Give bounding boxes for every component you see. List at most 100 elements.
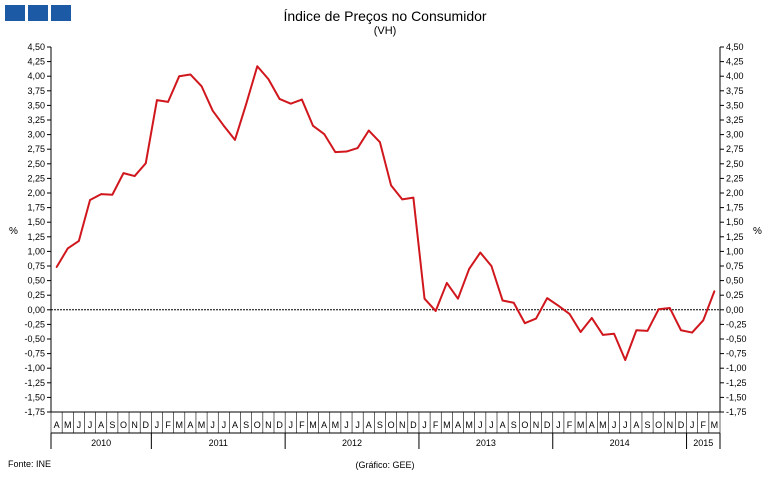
data-point [646, 330, 649, 332]
month-tick-label: D [678, 420, 685, 430]
y-tick-label-right: 3,50 [726, 100, 744, 110]
data-point [669, 307, 671, 309]
data-point [479, 251, 482, 254]
data-point [624, 359, 627, 361]
month-tick-label: M [711, 420, 719, 430]
y-tick-label-left: 1,75 [27, 203, 45, 213]
data-point [501, 299, 504, 302]
y-tick-label-left: -1,25 [24, 378, 45, 388]
data-point [635, 329, 638, 332]
data-point [156, 99, 158, 101]
data-point [535, 317, 537, 320]
data-point [423, 297, 426, 300]
data-point [367, 129, 370, 132]
month-tick-label: A [232, 420, 238, 430]
y-tick-label-left: 1,00 [27, 246, 45, 256]
data-point [446, 282, 448, 284]
month-tick-label: M [175, 420, 183, 430]
y-tick-label-left: 2,00 [27, 188, 45, 198]
y-tick-label-right: 1,75 [726, 203, 744, 213]
data-point [557, 304, 560, 307]
data-point [312, 125, 314, 127]
y-tick-label-right: 0,25 [726, 290, 744, 300]
chart-title: Índice de Preços no Consumidor [283, 8, 487, 24]
data-point [133, 175, 136, 177]
month-tick-label: A [589, 420, 595, 430]
data-point [144, 162, 147, 165]
y-tick-label-right: -1,50 [726, 392, 747, 402]
data-point [546, 297, 548, 299]
data-point [122, 172, 125, 174]
month-tick-label: J [422, 420, 427, 430]
y-tick-label-right: 0,00 [726, 305, 744, 315]
month-tick-label: J [556, 420, 561, 430]
y-tick-label-left: -0,25 [24, 319, 45, 329]
y-tick-label-left: 3,75 [27, 86, 45, 96]
month-tick-label: S [109, 420, 115, 430]
logo-block-2-icon [28, 5, 48, 21]
month-tick-label: M [198, 420, 206, 430]
data-point [401, 198, 404, 201]
y-tick-label-right: -1,75 [726, 407, 747, 417]
month-tick-label: A [321, 420, 327, 430]
month-tick-label: A [455, 420, 461, 430]
month-tick-label: M [309, 420, 317, 430]
data-point [245, 103, 247, 106]
y-axis-unit-right: % [753, 226, 762, 237]
logo-block-3-icon [51, 5, 71, 21]
y-tick-label-left: 1,25 [27, 232, 45, 242]
data-point [323, 133, 325, 135]
month-tick-label: M [577, 420, 585, 430]
month-tick-label: J [222, 420, 227, 430]
y-tick-label-left: 3,00 [27, 130, 45, 140]
data-point [579, 331, 582, 333]
data-point [89, 199, 91, 201]
month-tick-label: A [500, 420, 506, 430]
data-point [490, 265, 493, 267]
y-tick-label-right: 3,75 [726, 86, 744, 96]
series-line [55, 65, 716, 362]
month-tick-label: N [265, 420, 272, 430]
y-tick-label-left: 2,50 [27, 159, 45, 169]
data-point [613, 332, 615, 335]
data-point [713, 290, 716, 292]
data-point [345, 150, 348, 153]
month-tick-label: A [54, 420, 60, 430]
data-point [55, 266, 58, 268]
data-point [680, 329, 682, 332]
year-label: 2013 [476, 438, 496, 448]
data-point [289, 102, 292, 105]
y-tick-label-right: 1,50 [726, 217, 744, 227]
y-tick-label-left: -1,75 [24, 407, 45, 417]
month-tick-label: J [77, 420, 82, 430]
data-point [602, 334, 604, 336]
y-tick-label-right: 0,75 [726, 261, 744, 271]
y-tick-label-right: 0,50 [726, 276, 744, 286]
month-tick-label: J [623, 420, 628, 430]
y-tick-label-left: 3,50 [27, 100, 45, 110]
data-point [434, 310, 437, 312]
month-tick-label: N [533, 420, 540, 430]
data-point [657, 308, 660, 311]
year-label: 2011 [209, 438, 228, 448]
y-axis-unit-left: % [9, 226, 18, 237]
y-tick-label-left: 4,50 [27, 42, 45, 52]
year-label: 2015 [693, 438, 713, 448]
logo-block-1-icon [5, 5, 25, 21]
month-tick-label: S [645, 420, 651, 430]
month-tick-label: J [355, 420, 360, 430]
year-label: 2010 [91, 438, 111, 448]
data-point [691, 331, 693, 334]
y-tick-label-left: -0,75 [24, 349, 45, 359]
month-tick-label: D [544, 420, 551, 430]
year-label: 2012 [342, 438, 362, 448]
month-tick-label: J [288, 420, 293, 430]
data-point [278, 98, 281, 100]
data-point [356, 147, 359, 149]
month-tick-label: F [299, 420, 305, 430]
y-tick-label-right: -0,25 [726, 319, 747, 329]
month-tick-label: J [690, 420, 695, 430]
month-tick-label: A [98, 420, 104, 430]
data-point [167, 101, 169, 103]
